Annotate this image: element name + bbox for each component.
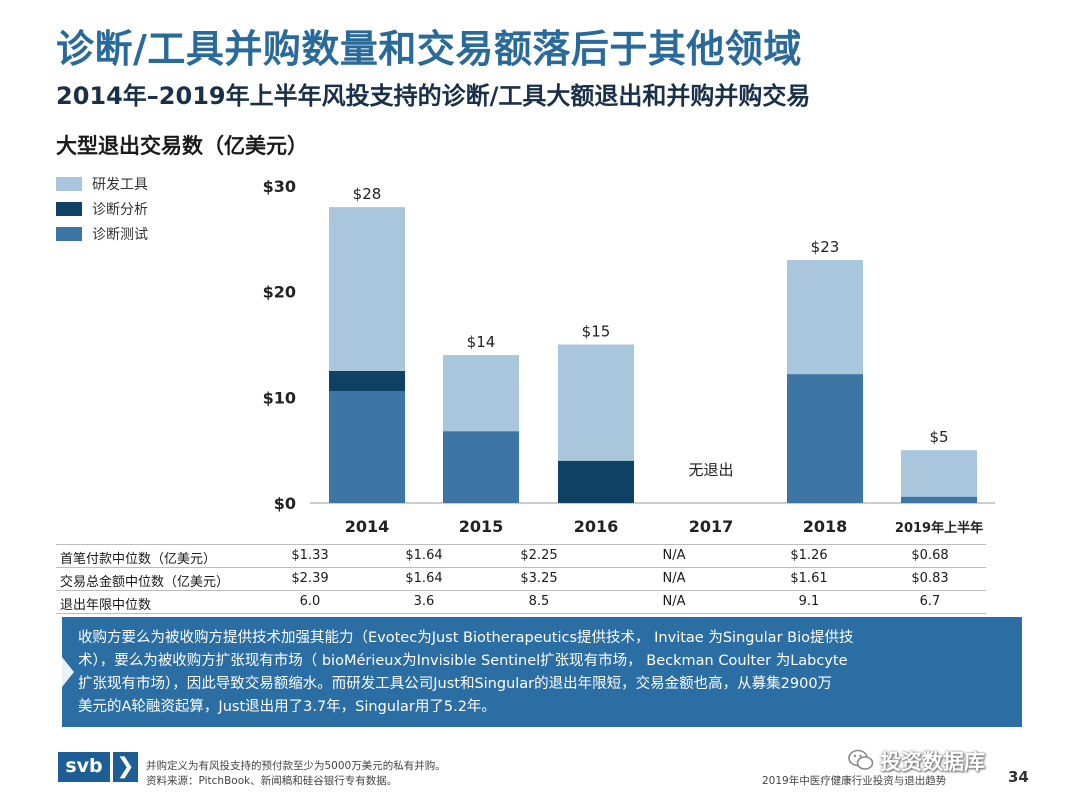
bar-segment	[329, 390, 405, 503]
metrics-table: 首笔付款中位数（亿美元） $1.33 $1.64 $2.25 N/A $1.26…	[56, 544, 986, 614]
table-cell: $1.26	[790, 548, 828, 563]
data-label: $15	[582, 323, 611, 341]
y-tick-label: $10	[263, 388, 296, 407]
svb-logo: svb ❯	[58, 752, 138, 782]
table-cell: $2.25	[520, 548, 558, 563]
legend-label: 诊断分析	[92, 202, 148, 218]
bar-segment	[329, 370, 405, 391]
callout-line: 收购方要么为被收购方提供技术加强其能力（Evotec为Just Biothera…	[78, 630, 854, 646]
x-tick-label: 2014	[345, 517, 390, 536]
callout-line: 术），要么为被收购方扩张现有市场（ bioMérieux为Invisible S…	[78, 653, 848, 669]
legend-label: 研发工具	[92, 177, 148, 193]
bar-segment	[558, 460, 634, 503]
callout-line: 扩张现有市场），因此导致交易额缩水。而研发工具公司Just和Singular的退…	[78, 676, 833, 692]
x-tick-label: 2019年上半年	[895, 520, 983, 536]
chevron-right-icon: ❯	[113, 752, 138, 782]
table-cell: 8.5	[528, 594, 550, 609]
bar-segment	[787, 259, 863, 375]
page-number: 34	[1008, 768, 1029, 786]
footnote-definition: 并购定义为有风投支持的预付款至少为5000万美元的私有并购。	[146, 760, 446, 772]
report-name: 2019年中医疗健康行业投资与退出趋势	[762, 775, 947, 787]
wechat-icon	[848, 749, 874, 770]
legend-item-diagnostic-testing: 诊断测试	[56, 222, 148, 246]
legend-swatch	[56, 227, 82, 241]
x-tick-label: 2017	[689, 517, 734, 536]
callout-arrow-icon	[62, 657, 74, 687]
legend-item-diagnostic-analysis: 诊断分析	[56, 197, 148, 221]
table-cell: N/A	[662, 571, 686, 586]
table-cell: $3.25	[520, 571, 558, 586]
stacked-bar-chart: $0 $10 $20 $30 $28 2014 $14 2015 $15 2016 2017 $23 2…	[263, 177, 995, 536]
table-row: 首笔付款中位数（亿美元） $1.33 $1.64 $2.25 N/A $1.26…	[56, 544, 986, 567]
svb-logo-text: svb	[58, 752, 110, 782]
x-tick-label: 2016	[574, 517, 619, 536]
chart-title: 大型退出交易数（亿美元）	[56, 134, 308, 158]
y-tick-label: $20	[263, 283, 296, 302]
y-tick-label: $30	[263, 177, 296, 196]
table-cell: $0.83	[911, 571, 949, 586]
x-tick-label: 2015	[459, 517, 504, 536]
callout-line: 美元的A轮融资起算，Just退出用了3.7年，Singular用了5.2年。	[78, 699, 496, 715]
table-cell: $1.64	[405, 548, 443, 563]
bar-segment	[443, 431, 519, 503]
y-tick-label: $0	[274, 494, 296, 513]
footnote-source: 资料来源：PitchBook、新闻稿和硅谷银行专有数据。	[146, 775, 398, 787]
data-label: $23	[811, 238, 840, 256]
table-cell: 6.0	[299, 594, 321, 609]
row-label: 交易总金额中位数（亿美元）	[60, 575, 230, 590]
table-cell: 3.6	[413, 594, 435, 609]
row-label: 退出年限中位数	[60, 598, 152, 613]
table-cell: N/A	[662, 594, 686, 609]
table-cell: 6.7	[919, 594, 941, 609]
legend-label: 诊断测试	[92, 227, 148, 243]
legend-item-rd-tools: 研发工具	[56, 172, 148, 196]
watermark-text: 投资数据库	[880, 750, 985, 774]
page-subtitle: 2014年–2019年上半年风投支持的诊断/工具大额退出和并购并购交易	[56, 82, 811, 110]
bar-segment	[443, 355, 519, 432]
row-label: 首笔付款中位数（亿美元）	[60, 552, 217, 567]
x-tick-label: 2018	[803, 517, 848, 536]
bar-segment	[901, 450, 977, 497]
insight-callout: 收购方要么为被收购方提供技术加强其能力（Evotec为Just Biothera…	[62, 617, 1022, 727]
data-label: $5	[929, 428, 948, 446]
table-cell: N/A	[662, 548, 686, 563]
data-label: $28	[353, 185, 382, 203]
bar-segment	[329, 207, 405, 371]
table-cell: 9.1	[798, 594, 820, 609]
table-cell: $1.33	[291, 548, 329, 563]
table-cell: $1.61	[790, 571, 828, 586]
table-cell: $0.68	[911, 548, 949, 563]
legend-swatch	[56, 177, 82, 191]
bar-segment	[558, 344, 634, 461]
chart-legend: 研发工具 诊断分析 诊断测试	[56, 172, 148, 247]
legend-swatch	[56, 202, 82, 216]
callout-text: 收购方要么为被收购方提供技术加强其能力（Evotec为Just Biothera…	[78, 627, 998, 719]
table-cell: $2.39	[291, 571, 329, 586]
table-row: 交易总金额中位数（亿美元） $2.39 $1.64 $3.25 N/A $1.6…	[56, 567, 986, 590]
bar-segment	[901, 496, 977, 503]
bar-segment	[787, 374, 863, 503]
page-title: 诊断/工具并购数量和交易额落后于其他领域	[56, 27, 802, 71]
no-exit-annotation: 无退出	[688, 461, 733, 479]
data-label: $14	[467, 333, 496, 351]
table-cell: $1.64	[405, 571, 443, 586]
table-row: 退出年限中位数 6.0 3.6 8.5 N/A 9.1 6.7	[56, 590, 986, 614]
